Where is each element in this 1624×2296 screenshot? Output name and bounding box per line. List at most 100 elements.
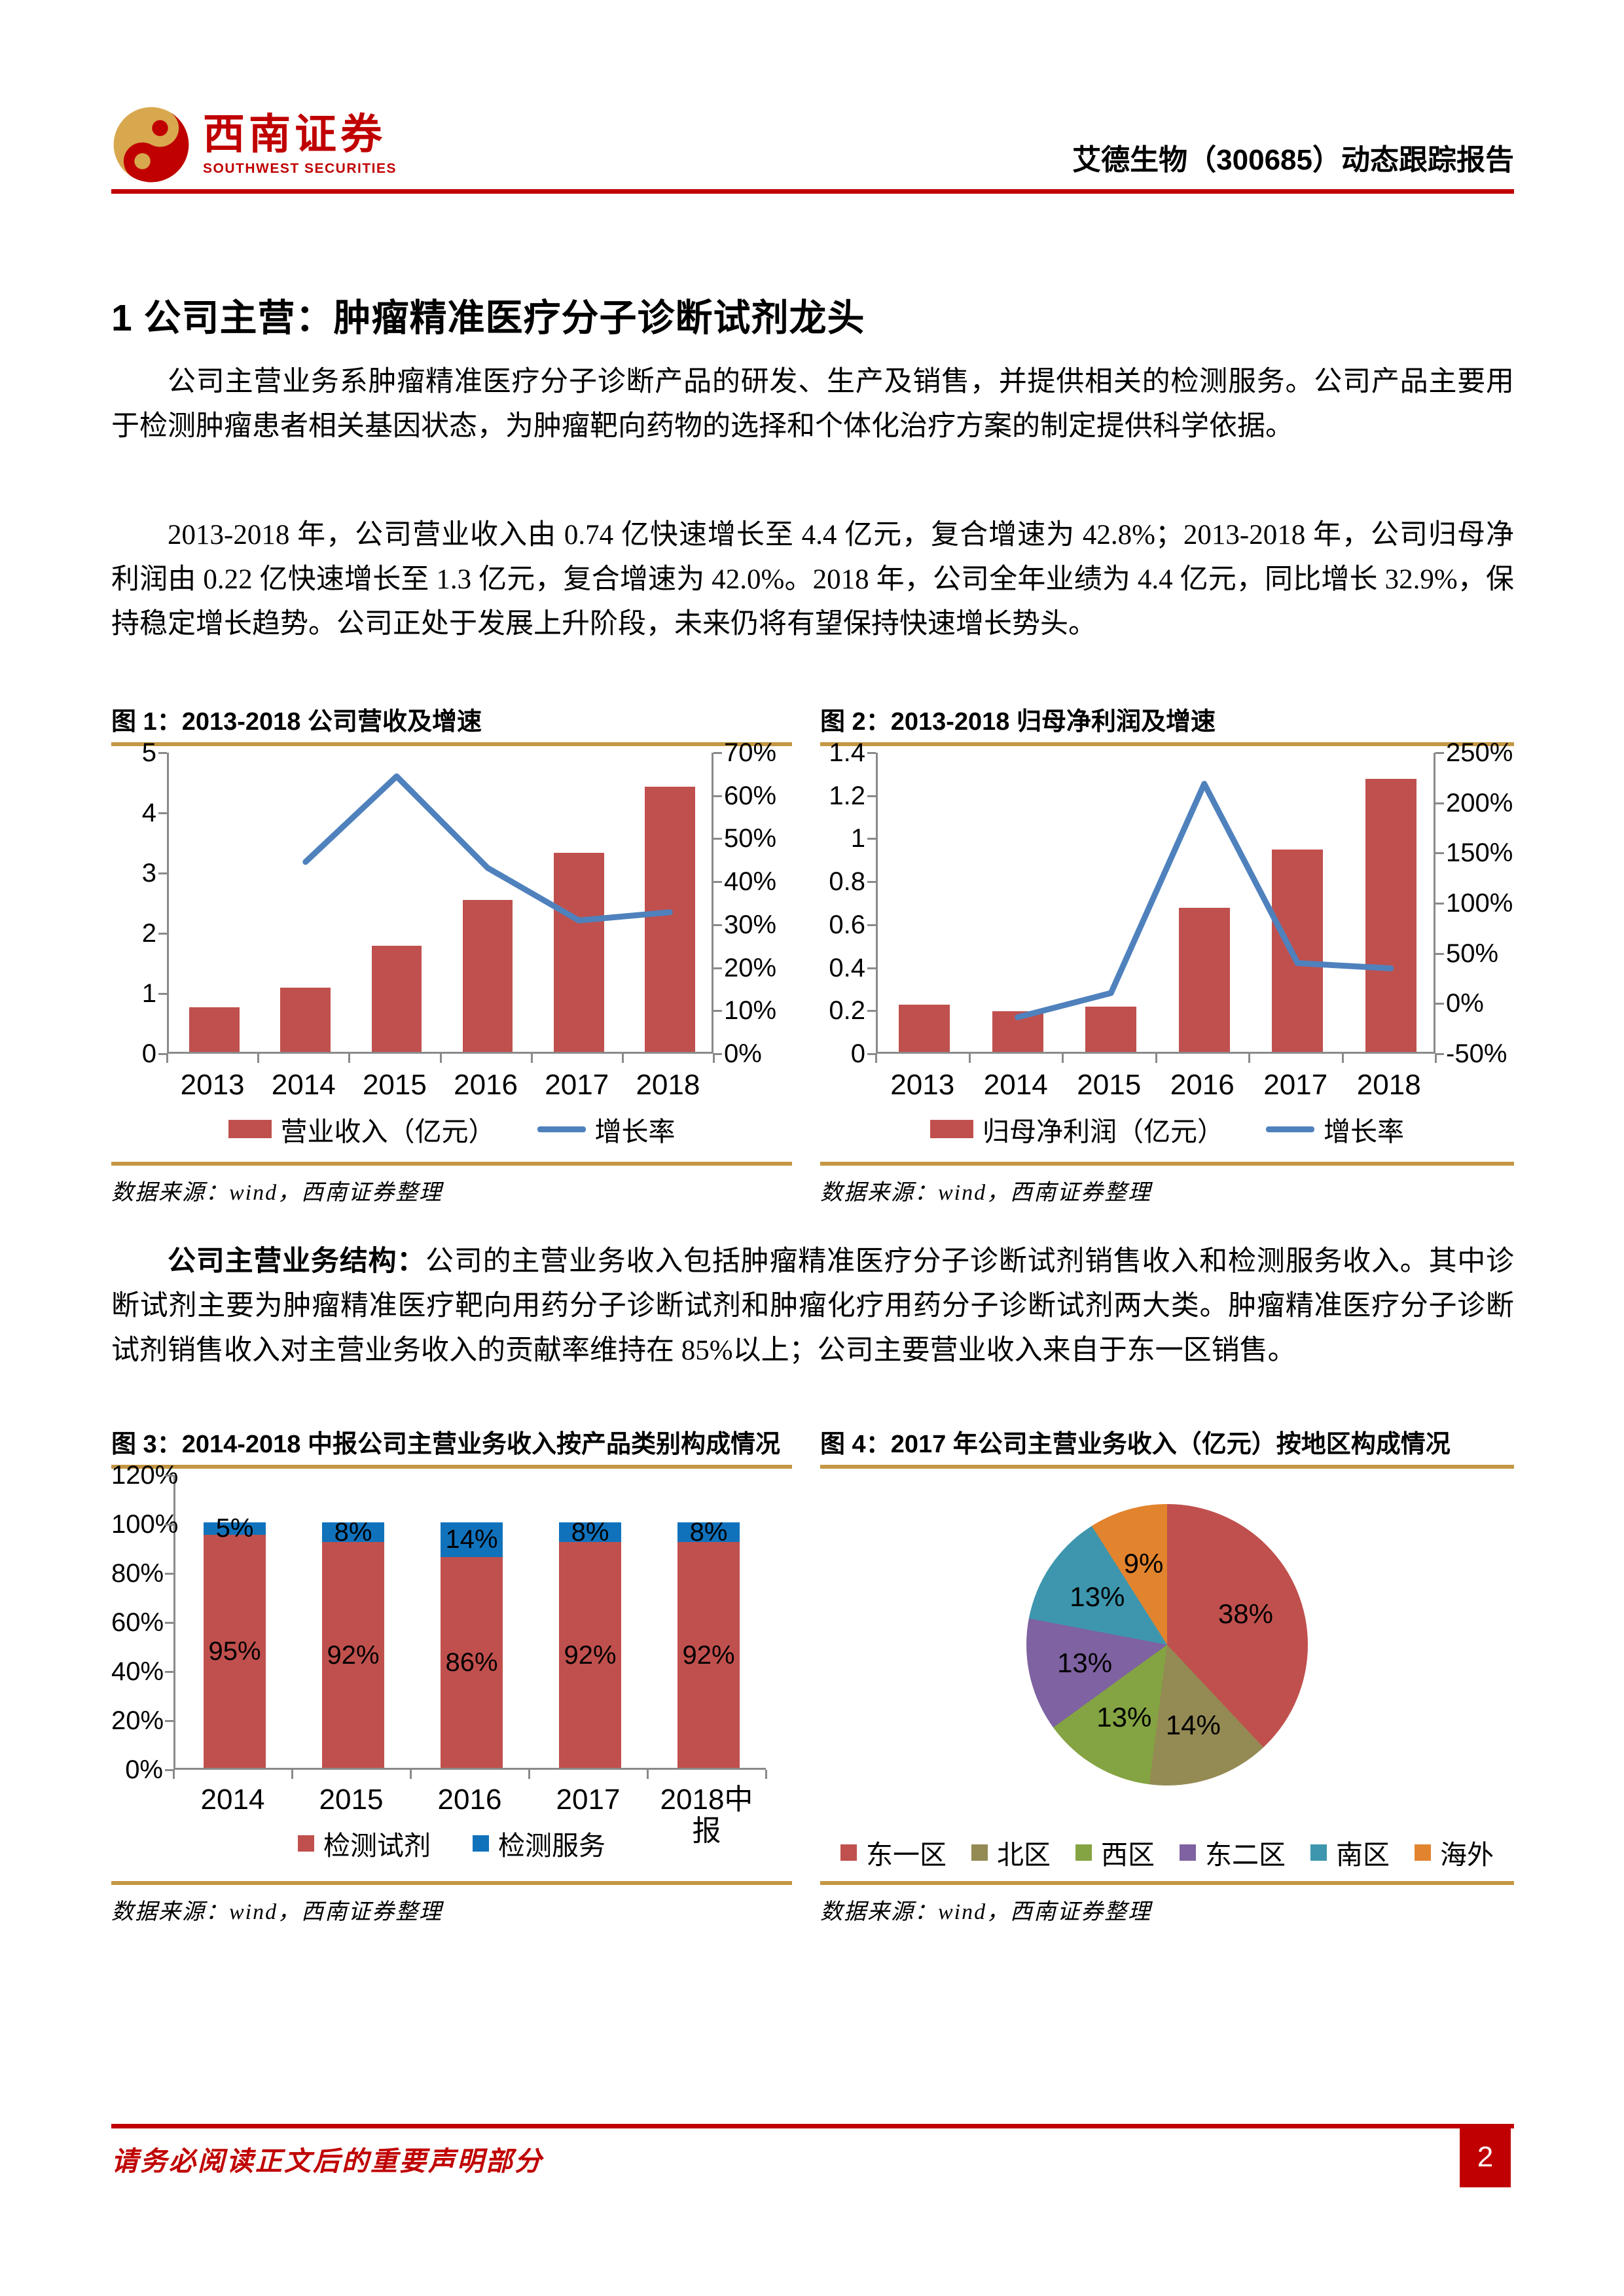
figure-row-1: 图 1：2013-2018 公司营收及增速 0 1 2 3 4 5 0% 10% 20% 30% 4… — [111, 706, 1514, 1206]
right-axis-tick-label: 0% — [1446, 989, 1484, 1018]
right-axis-tick-label: 10% — [724, 996, 777, 1026]
left-axis-tick-label: 80% — [111, 1559, 164, 1588]
segment-value-label: 5% — [215, 1514, 254, 1543]
segment-value-label: 95% — [208, 1636, 261, 1666]
category-label: 2017 — [545, 1069, 609, 1101]
axis-tick — [158, 1053, 167, 1055]
category-label: 2015 — [362, 1069, 427, 1101]
axis-tick — [165, 1573, 173, 1575]
stacked-segment-检测试剂 — [677, 1542, 740, 1768]
bar-2013 — [899, 1004, 950, 1052]
legend-swatch-北区 — [971, 1844, 988, 1861]
left-axis-tick-label: 0.8 — [829, 867, 865, 897]
left-axis-tick-label: 1.2 — [829, 781, 865, 810]
segment-value-label: 8% — [334, 1518, 372, 1547]
axis-tick — [158, 993, 167, 995]
stacked-segment-检测试剂 — [441, 1556, 503, 1768]
chart-legend: 营业收入（亿元） 增长率 — [111, 1109, 792, 1149]
axis-tick — [867, 881, 876, 884]
category-axis-tick — [713, 1054, 715, 1063]
category-axis-tick — [166, 1054, 168, 1063]
category-label: 2018 — [1356, 1069, 1421, 1101]
legend-label: 西区 — [1101, 1840, 1155, 1870]
logo-icon — [113, 107, 189, 183]
stacked-segment-检测试剂 — [204, 1534, 266, 1768]
figure-2-chart: 0 0.2 0.4 0.6 0.8 1 1.2 1.4 -50% 0% 50% 100% 150% 200… — [820, 738, 1514, 1162]
legend-item: 南区 — [1310, 1833, 1390, 1872]
category-label: 2016 — [454, 1069, 518, 1101]
legend-line-swatch — [537, 1126, 586, 1132]
axis-tick — [713, 967, 722, 969]
legend-label: 营业收入（亿元） — [280, 1117, 496, 1147]
paragraph-3: 公司主营业务结构：公司的主营业务收入包括肿瘤精准医疗分子诊断试剂销售收入和检测服… — [111, 1240, 1514, 1373]
category-axis-tick — [528, 1770, 530, 1779]
left-axis-tick-label: 1 — [850, 824, 865, 853]
legend-swatch-东一区 — [840, 1844, 857, 1861]
category-axis-tick — [875, 1054, 877, 1063]
footer-divider — [111, 2124, 1514, 2128]
category-axis-tick — [173, 1770, 175, 1779]
axis-tick — [165, 1622, 173, 1624]
chart-legend: 检测试剂 检测服务 — [111, 1823, 792, 1863]
plot-area: 95% 5% 92% 8% 86% 14% 92% 8% 92% 8% — [173, 1475, 766, 1770]
legend-label: 归母净利润（亿元） — [983, 1117, 1224, 1147]
right-axis-tick-label: 20% — [724, 953, 777, 982]
figure-4-title: 图 4：2017 年公司主营业务收入（亿元）按地区构成情况 — [820, 1431, 1451, 1458]
legend-item: 东二区 — [1180, 1833, 1286, 1872]
axis-tick — [713, 752, 722, 754]
legend-label: 南区 — [1336, 1840, 1390, 1870]
left-axis-tick-label: 1 — [141, 979, 156, 1008]
page-header: 西南证券 SOUTHWEST SECURITIES 艾德生物（300685）动态… — [111, 98, 1514, 185]
category-axis-tick — [1062, 1054, 1064, 1063]
figure-4-bottom-rule — [820, 1881, 1514, 1885]
category-label: 2018 — [636, 1069, 700, 1101]
pie-slice-label-海外: 9% — [1123, 1548, 1164, 1579]
category-label: 2014 — [200, 1784, 265, 1816]
plot-area — [167, 753, 713, 1054]
axis-tick — [1435, 903, 1444, 905]
plot-area — [876, 753, 1435, 1054]
paragraph-3-lead: 公司主营业务结构： — [168, 1246, 426, 1277]
figure-2-title: 图 2：2013-2018 归母净利润及增速 — [820, 708, 1216, 736]
left-axis-tick-label: 0.2 — [829, 996, 865, 1026]
axis-tick — [867, 967, 876, 969]
left-axis-tick-label: 120% — [111, 1461, 179, 1490]
left-axis-tick-label: 0.4 — [829, 953, 865, 982]
category-axis-tick — [439, 1054, 442, 1063]
legend-label: 东一区 — [866, 1840, 947, 1870]
axis-tick — [1435, 952, 1444, 955]
category-axis-tick — [257, 1054, 260, 1063]
right-axis-tick-label: 70% — [724, 738, 777, 767]
legend-label: 增长率 — [594, 1117, 676, 1147]
axis-tick — [1435, 802, 1444, 804]
bar-2017 — [1272, 850, 1324, 1052]
figure-2-top-rule — [820, 742, 1514, 746]
category-axis-tick — [765, 1770, 767, 1779]
left-axis-tick-label: 0% — [125, 1755, 163, 1784]
left-axis-tick-label: 1.4 — [829, 738, 865, 767]
pie-chart — [1026, 1504, 1308, 1785]
axis-tick — [158, 812, 167, 814]
category-axis-tick — [1155, 1054, 1157, 1063]
segment-value-label: 14% — [445, 1525, 498, 1554]
category-axis-tick — [621, 1054, 624, 1063]
figure-4-chart: 38% 14% 13% 13% 13% 9% 东一区 北区 西区 东二区 南区 海外 — [820, 1469, 1514, 1881]
axis-tick — [1435, 1053, 1444, 1055]
logo-text: 西南证券 SOUTHWEST SECURITIES — [203, 113, 397, 176]
right-axis-tick-label: 60% — [724, 781, 777, 810]
category-label: 2018中报 — [660, 1784, 753, 1847]
left-axis-tick-label: 0 — [850, 1039, 865, 1068]
figure-2-bottom-rule — [820, 1162, 1514, 1166]
axis-tick — [867, 1053, 876, 1055]
figure-1-top-rule — [111, 742, 792, 746]
right-axis-tick-label: 200% — [1446, 788, 1513, 817]
axis-tick — [165, 1671, 173, 1673]
legend-item: 检测试剂 — [298, 1823, 431, 1863]
legend-label: 北区 — [997, 1840, 1051, 1870]
axis-tick — [713, 881, 722, 884]
report-title: 艾德生物（300685）动态跟踪报告 — [1072, 144, 1514, 176]
header-divider — [111, 189, 1514, 194]
category-axis-tick — [348, 1054, 351, 1063]
category-label: 2014 — [271, 1069, 336, 1101]
